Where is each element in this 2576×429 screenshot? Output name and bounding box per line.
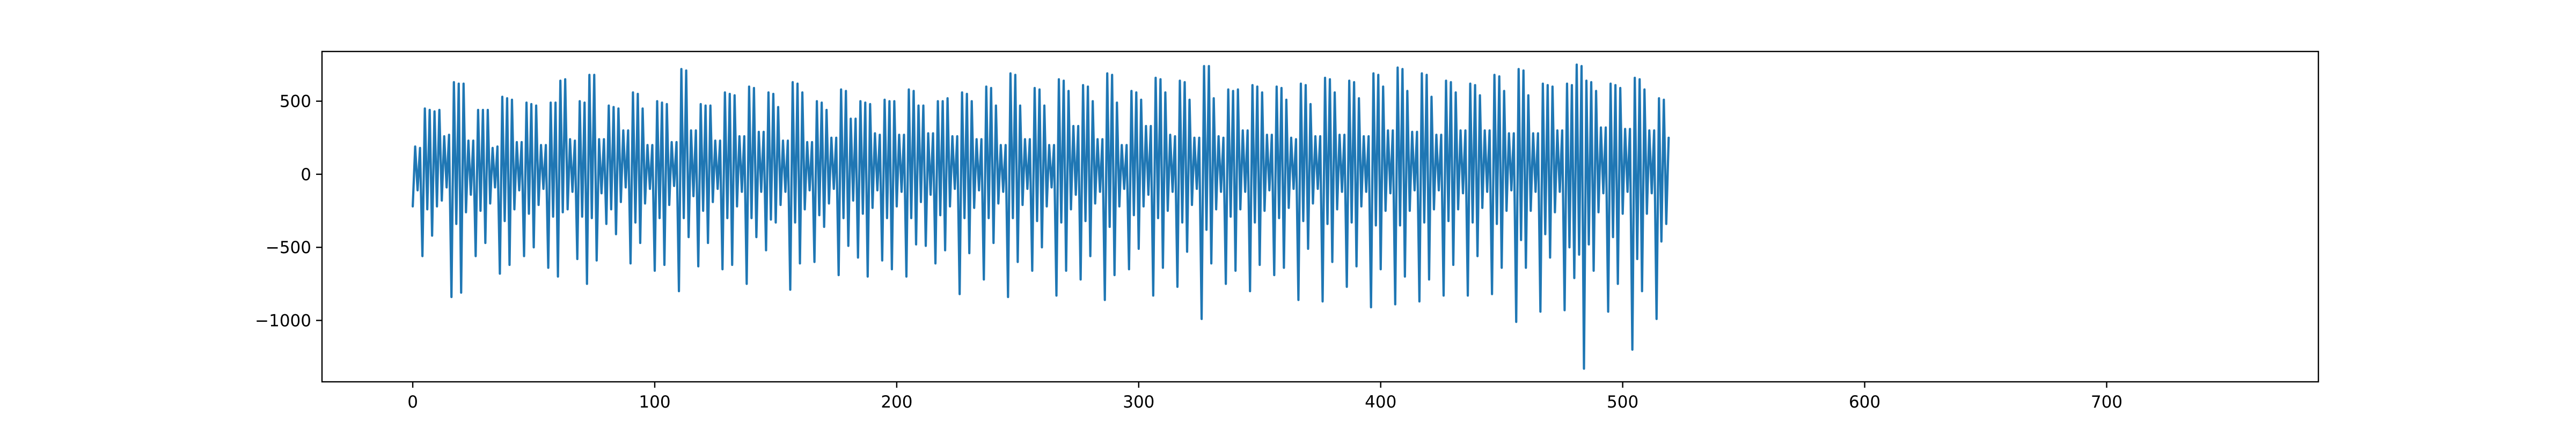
y-tick-label: 0: [301, 165, 311, 184]
x-tick-label: 300: [1123, 393, 1154, 412]
x-tick-label: 600: [1849, 393, 1880, 412]
x-tick-label: 100: [639, 393, 670, 412]
x-tick-label: 700: [2091, 393, 2123, 412]
x-tick-label: 400: [1365, 393, 1396, 412]
y-tick-label: −1000: [255, 312, 311, 331]
series-line-0: [411, 63, 1670, 370]
axes-frame: [321, 50, 2319, 383]
y-tick-label: 500: [280, 92, 311, 112]
y-tick-label: −500: [266, 238, 311, 257]
x-tick-label: 500: [1607, 393, 1638, 412]
plot-area: [411, 63, 1670, 370]
axis-ticks: 0 100 200 300 400 500 600 700 500 0 −500 −1000: [255, 92, 2123, 412]
x-tick-label: 0: [407, 393, 418, 412]
x-tick-label: 200: [881, 393, 912, 412]
